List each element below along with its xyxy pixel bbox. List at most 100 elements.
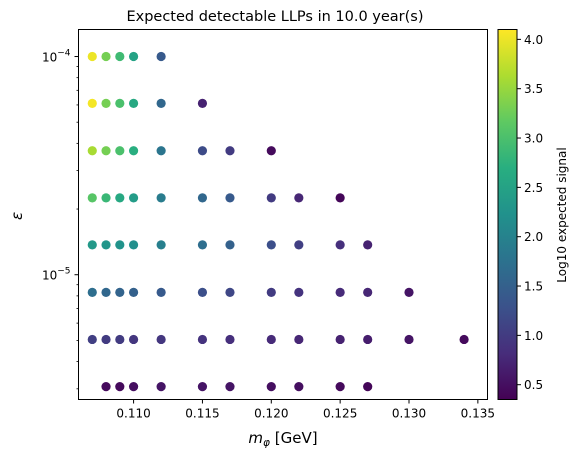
data-point-47: [266, 287, 276, 297]
x-axis-label-sub: φ: [263, 437, 270, 449]
y-tick-label-0: 10−5: [42, 267, 71, 283]
data-point-39: [363, 240, 373, 250]
data-point-41: [101, 287, 111, 297]
data-point-0: [87, 51, 97, 62]
colorbar: [497, 29, 518, 400]
colorbar-tick-label-3: 2.0: [524, 230, 543, 244]
data-point-62: [363, 334, 373, 345]
data-point-59: [266, 334, 276, 345]
data-point-28: [335, 193, 345, 203]
data-point-46: [225, 287, 235, 297]
y-axis-label: ε: [8, 212, 26, 220]
x-axis-ticks: 0.110 0.115 0.120 0.125 0.130 0.135: [116, 399, 495, 421]
data-point-70: [225, 382, 235, 392]
data-point-31: [115, 240, 125, 250]
data-point-57: [197, 334, 208, 345]
data-point-5: [87, 98, 97, 108]
data-point-23: [156, 193, 166, 203]
colorbar-ticks: 0.5 1.0 1.5 2.0 2.5 3.0 3.5 4.0: [517, 33, 543, 392]
data-point-54: [115, 334, 125, 345]
data-point-21: [115, 193, 125, 203]
x-tick-label-4: 0.130: [392, 407, 426, 421]
data-point-67: [128, 382, 139, 392]
data-point-51: [404, 287, 414, 297]
data-point-19: [87, 193, 97, 203]
colorbar-tick-label-2: 1.5: [524, 280, 543, 294]
data-point-72: [294, 382, 304, 392]
y-tick-label-1: 10−4: [42, 49, 71, 65]
data-point-10: [197, 98, 208, 108]
x-tick-label-2: 0.120: [254, 407, 288, 421]
colorbar-tick-label-0: 0.5: [524, 378, 543, 392]
data-point-64: [459, 334, 469, 345]
data-point-36: [266, 240, 276, 250]
data-point-1: [101, 51, 111, 62]
data-point-55: [128, 334, 139, 345]
data-point-61: [335, 334, 345, 345]
x-tick-label-0: 0.110: [116, 407, 150, 421]
data-point-71: [266, 382, 276, 392]
data-point-45: [197, 287, 208, 297]
data-point-74: [363, 382, 373, 392]
data-point-29: [87, 240, 97, 250]
data-point-11: [87, 146, 97, 156]
data-point-63: [404, 334, 414, 345]
data-point-27: [294, 193, 304, 203]
data-point-58: [225, 334, 235, 345]
data-point-33: [156, 240, 166, 250]
data-point-43: [128, 287, 139, 297]
data-point-53: [101, 334, 111, 345]
colorbar-tick-label-5: 3.0: [524, 132, 543, 146]
data-point-2: [115, 51, 125, 62]
data-point-12: [101, 146, 111, 156]
data-point-44: [156, 287, 166, 297]
chart-title: Expected detectable LLPs in 10.0 year(s): [126, 9, 423, 25]
data-points: [87, 51, 469, 392]
plot-frame: [78, 29, 488, 400]
data-point-14: [128, 146, 139, 156]
data-point-30: [101, 240, 111, 250]
data-point-26: [266, 193, 276, 203]
data-point-48: [294, 287, 304, 297]
data-point-49: [335, 287, 345, 297]
x-tick-label-3: 0.125: [323, 407, 357, 421]
data-point-73: [335, 382, 345, 392]
data-point-6: [101, 98, 111, 108]
colorbar-tick-label-1: 1.0: [524, 329, 543, 343]
data-point-66: [115, 382, 125, 392]
x-axis-label-unit: [GeV]: [270, 429, 318, 447]
data-point-17: [225, 146, 235, 156]
data-point-25: [225, 193, 235, 203]
data-point-40: [87, 287, 97, 297]
data-point-22: [128, 193, 139, 203]
data-point-35: [225, 240, 235, 250]
y-axis-ticks: 10−5 10−4: [42, 49, 79, 390]
data-point-37: [294, 240, 304, 250]
data-point-32: [128, 240, 139, 250]
colorbar-tick-label-6: 3.5: [524, 82, 543, 96]
data-point-18: [266, 146, 276, 156]
data-point-65: [101, 382, 111, 392]
data-point-3: [128, 51, 139, 62]
x-axis-label: mφ [GeV]: [248, 429, 317, 449]
data-point-13: [115, 146, 125, 156]
data-point-52: [87, 334, 97, 345]
data-point-69: [197, 382, 208, 392]
data-point-4: [156, 51, 166, 62]
data-point-16: [197, 146, 208, 156]
data-point-8: [128, 98, 139, 108]
x-tick-label-5: 0.135: [461, 407, 495, 421]
x-axis-label-main: m: [248, 429, 263, 447]
data-point-15: [156, 146, 166, 156]
data-point-38: [335, 240, 345, 250]
data-point-24: [197, 193, 208, 203]
data-point-60: [294, 334, 304, 345]
data-point-34: [197, 240, 208, 250]
data-point-20: [101, 193, 111, 203]
colorbar-tick-label-4: 2.5: [524, 181, 543, 195]
data-point-56: [156, 334, 166, 345]
data-point-7: [115, 98, 125, 108]
colorbar-tick-label-7: 4.0: [524, 33, 543, 47]
data-point-68: [156, 382, 166, 392]
